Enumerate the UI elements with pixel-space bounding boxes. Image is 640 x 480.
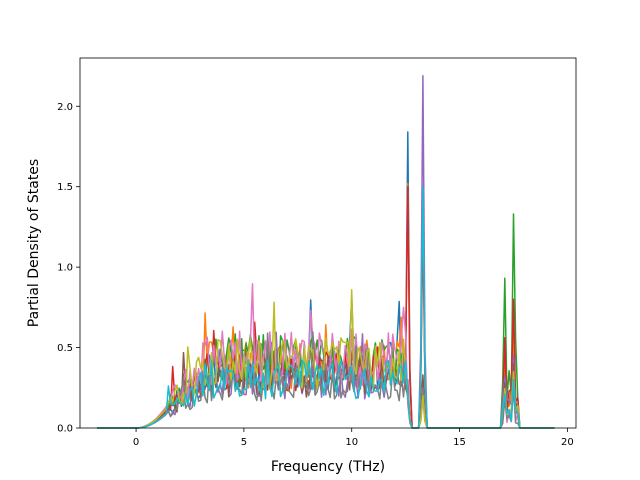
y-tick-label: 1.0 xyxy=(57,263,73,274)
y-axis-ticks: 0.0 0.5 1.0 1.5 2.0 xyxy=(57,102,80,435)
x-tick-label: 5 xyxy=(241,437,247,448)
x-axis-label: Frequency (THz) xyxy=(271,459,385,475)
y-tick-label: 0.0 xyxy=(57,424,73,435)
plot-frame xyxy=(79,57,577,429)
x-tick-label: 10 xyxy=(345,437,358,448)
x-tick-label: 0 xyxy=(133,437,139,448)
x-axis-ticks: 0 5 10 15 20 xyxy=(133,428,574,448)
y-tick-label: 2.0 xyxy=(57,102,73,113)
y-tick-label: 0.5 xyxy=(57,343,73,354)
y-axis-label: Partial Density of States xyxy=(26,159,42,327)
x-tick-label: 15 xyxy=(453,437,466,448)
x-tick-label: 20 xyxy=(561,437,574,448)
y-tick-label: 1.5 xyxy=(57,182,73,193)
